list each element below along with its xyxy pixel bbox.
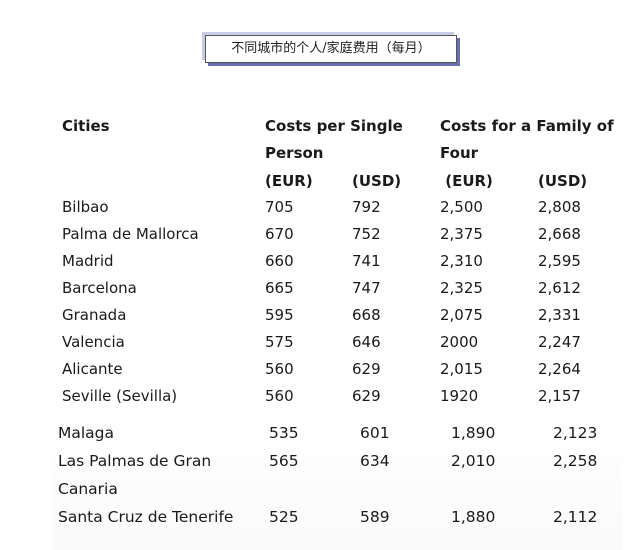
- table-cell-single-usd: 747: [352, 279, 381, 297]
- table-cell-city: Malaga: [58, 424, 115, 442]
- table-cell-single-usd: 668: [352, 306, 381, 324]
- table-cell-single-usd: 646: [352, 333, 381, 351]
- table-cell-single-usd: 752: [352, 225, 381, 243]
- table-cell-single-eur: 535: [269, 424, 299, 442]
- table-cell-city: Granada: [62, 306, 127, 324]
- table-cell-family-usd: 2,258: [553, 452, 598, 470]
- table-cell-single-eur: 525: [269, 508, 299, 526]
- table-cell-family-eur: 1,890: [451, 424, 496, 442]
- table-cell-family-eur: 1920: [440, 387, 479, 405]
- table-cell-family-usd: 2,112: [553, 508, 598, 526]
- header-family-eur: (EUR): [440, 172, 493, 190]
- table-cell-single-eur: 595: [265, 306, 294, 324]
- header-single-person-line2: Person: [265, 144, 324, 162]
- table-cell-city: Las Palmas de Gran: [58, 452, 212, 470]
- table-cell-family-usd: 2,247: [538, 333, 581, 351]
- table-caption: 不同城市的个人/家庭费用（每月）: [205, 35, 457, 63]
- table-cell-single-eur: 670: [265, 225, 294, 243]
- table-cell-family-usd: 2,595: [538, 252, 581, 270]
- table-cell-family-eur: 2000: [440, 333, 479, 351]
- table-cell-single-usd: 792: [352, 198, 381, 216]
- table-cell-family-usd: 2,668: [538, 225, 581, 243]
- table-cell-city: Barcelona: [62, 279, 137, 297]
- table-cell-family-usd: 2,331: [538, 306, 581, 324]
- table-cell-single-usd: 589: [360, 508, 390, 526]
- table-cell-single-eur: 560: [265, 387, 294, 405]
- table-cell-city: Madrid: [62, 252, 114, 270]
- header-single-person-line1: Costs per Single: [265, 117, 403, 135]
- table-cell-single-usd: 741: [352, 252, 381, 270]
- table-cell-single-eur: 575: [265, 333, 294, 351]
- header-single-eur: (EUR): [265, 172, 313, 190]
- table-cell-single-eur: 560: [265, 360, 294, 378]
- table-cell-single-usd: 634: [360, 452, 390, 470]
- header-family-line2: Four: [440, 144, 479, 162]
- header-single-usd: (USD): [352, 172, 402, 190]
- table-cell-family-eur: 2,010: [451, 452, 496, 470]
- table-cell-city: Santa Cruz de Tenerife: [58, 508, 234, 526]
- table-cell-city: Seville (Sevilla): [62, 387, 178, 405]
- table-cell-single-eur: 660: [265, 252, 294, 270]
- table-cell-family-eur: 2,325: [440, 279, 483, 297]
- table-cell-single-usd: 629: [352, 387, 381, 405]
- table-cell-family-eur: 2,075: [440, 306, 483, 324]
- table-cell-family-usd: 2,123: [553, 424, 598, 442]
- table-cell-single-usd: 629: [352, 360, 381, 378]
- table-cell-single-usd: 601: [360, 424, 390, 442]
- table-cell-family-usd: 2,157: [538, 387, 581, 405]
- table-cell-city-continuation: Canaria: [58, 480, 118, 498]
- table-cell-single-eur: 705: [265, 198, 294, 216]
- table-cell-family-eur: 2,375: [440, 225, 483, 243]
- table-cell-single-eur: 665: [265, 279, 294, 297]
- table-cell-family-usd: 2,808: [538, 198, 581, 216]
- table-cell-city: Bilbao: [62, 198, 109, 216]
- table-cell-family-usd: 2,264: [538, 360, 581, 378]
- table-cell-family-eur: 2,015: [440, 360, 483, 378]
- header-family-line1: Costs for a Family of: [440, 117, 614, 135]
- table-cell-family-eur: 1,880: [451, 508, 496, 526]
- header-family-usd: (USD): [538, 172, 588, 190]
- table-cell-family-eur: 2,500: [440, 198, 483, 216]
- header-cities: Cities: [62, 117, 110, 135]
- table-cell-family-usd: 2,612: [538, 279, 581, 297]
- lower-table-background: [52, 415, 622, 550]
- table-cell-family-eur: 2,310: [440, 252, 483, 270]
- table-cell-city: Alicante: [62, 360, 123, 378]
- table-cell-city: Valencia: [62, 333, 125, 351]
- table-cell-city: Palma de Mallorca: [62, 225, 199, 243]
- table-cell-single-eur: 565: [269, 452, 299, 470]
